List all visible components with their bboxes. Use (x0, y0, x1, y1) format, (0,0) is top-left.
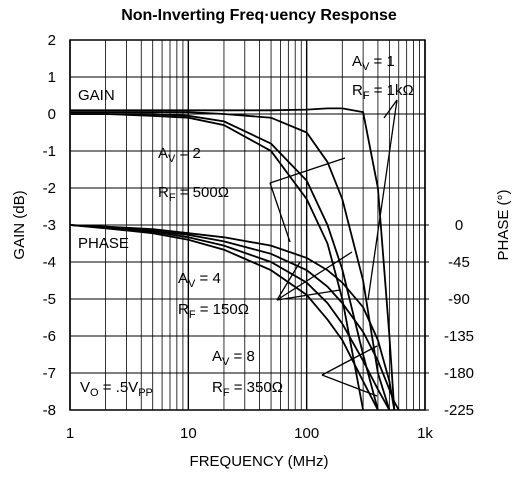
arrow (321, 374, 378, 397)
arrow (383, 99, 398, 119)
arrow (269, 157, 346, 184)
annotation-part: PHASE (78, 235, 129, 252)
annotation-part: V (188, 278, 196, 290)
annotation: AV = 4 (178, 270, 221, 290)
x-axis-label: FREQUENCY (MHz) (190, 453, 329, 470)
annotation-part: R (158, 184, 169, 201)
chart-title: Non-Inverting Freq·uency Response (121, 7, 397, 24)
annotation: VO = .5VPP (80, 379, 153, 399)
arrow (276, 251, 353, 301)
annotation-part: F (363, 90, 370, 102)
x-tick-label: 1 (66, 425, 74, 442)
annotation-part: = 1kΩ (370, 82, 414, 99)
y-tick-label: -1 (43, 143, 56, 160)
y-tick-label: -4 (43, 254, 56, 271)
y2-tick-label: -135 (444, 328, 474, 345)
annotation: PHASE (78, 235, 129, 252)
arrow (321, 345, 378, 376)
annotation-part: = 4 (195, 270, 220, 287)
arrows (269, 99, 398, 397)
y-tick-label: 1 (48, 69, 56, 86)
annotation-part: A (158, 145, 168, 162)
annotation-part: O (90, 387, 99, 399)
annotation-part: = 1 (369, 53, 394, 70)
curve (70, 107, 396, 411)
annotation: RF = 500Ω (158, 184, 229, 204)
annotation-part: = 500Ω (176, 184, 229, 201)
annotation: RF = 350Ω (212, 379, 283, 399)
y-tick-label: -7 (43, 365, 56, 382)
y-tick-label: -6 (43, 328, 56, 345)
annotation-part: = .5V (99, 379, 139, 396)
annotation-part: A (212, 348, 222, 365)
y-axis-label: GAIN (dB) (11, 190, 28, 259)
x-tick-label: 10 (180, 425, 197, 442)
curve (70, 111, 391, 411)
annotation-part: F (223, 387, 230, 399)
y2-tick-label: 0 (455, 217, 463, 234)
annotation-part: R (178, 301, 189, 318)
y2-tick-label: -90 (448, 291, 470, 308)
y2-tick-label: -45 (448, 254, 470, 271)
annotation-part: = 350Ω (230, 379, 283, 396)
y2-axis-label: PHASE (°) (495, 189, 512, 260)
arrow (276, 261, 301, 301)
annotation-part: PP (138, 387, 153, 399)
curve (69, 224, 400, 411)
annotation: AV = 8 (212, 348, 255, 368)
arrow (269, 182, 291, 243)
annotation-part: A (178, 270, 188, 287)
y-tick-label: -8 (43, 402, 56, 419)
annotation-part: V (168, 153, 176, 165)
annotation-part: R (352, 82, 363, 99)
arrow (276, 289, 341, 301)
annotation-part: A (352, 53, 362, 70)
annotation-part: = 150Ω (196, 301, 249, 318)
annotation-part: R (212, 379, 223, 396)
x-tick-label: 100 (294, 425, 319, 442)
curves (69, 107, 400, 411)
curve (69, 224, 391, 411)
annotation-part: F (189, 309, 196, 321)
annotation: AV = 2 (158, 145, 201, 165)
annotation: AV = 1 (352, 53, 395, 73)
curve (70, 113, 379, 411)
y-tick-label: -2 (43, 180, 56, 197)
annotation: RF = 1kΩ (352, 82, 414, 102)
x-tick-label: 1k (417, 425, 433, 442)
annotation-part: GAIN (78, 87, 115, 104)
curve (69, 224, 396, 411)
annotation-part: = 2 (175, 145, 200, 162)
curve (69, 224, 379, 411)
y2-tick-label: -225 (444, 402, 474, 419)
y-tick-label: -3 (43, 217, 56, 234)
annotation-part: V (222, 356, 230, 368)
annotation: GAIN (78, 87, 115, 104)
annotation: RF = 150Ω (178, 301, 249, 321)
y-tick-label: 2 (48, 32, 56, 49)
arrow (367, 99, 398, 301)
y-tick-label: 0 (48, 106, 56, 123)
annotation-part: = 8 (229, 348, 254, 365)
curve (70, 113, 364, 411)
y-tick-label: -5 (43, 291, 56, 308)
annotation-part: V (80, 379, 90, 396)
y2-tick-label: -180 (444, 365, 474, 382)
annotation-part: F (169, 192, 176, 204)
annotation-part: V (362, 61, 370, 73)
